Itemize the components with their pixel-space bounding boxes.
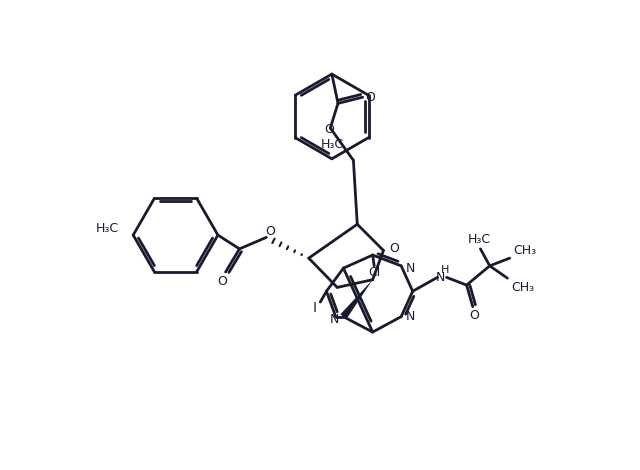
- Text: O: O: [389, 243, 399, 255]
- Text: H₃C: H₃C: [96, 222, 119, 235]
- Polygon shape: [340, 280, 372, 319]
- Text: O: O: [469, 309, 479, 322]
- Text: O: O: [266, 225, 275, 238]
- Text: I: I: [313, 301, 317, 315]
- Text: N: N: [406, 262, 415, 275]
- Text: N: N: [330, 313, 339, 326]
- Text: Cl: Cl: [368, 266, 380, 279]
- Text: N: N: [436, 271, 445, 284]
- Text: O: O: [365, 91, 375, 104]
- Text: H₃C: H₃C: [467, 233, 490, 246]
- Text: N: N: [406, 310, 415, 323]
- Text: H: H: [441, 265, 449, 274]
- Text: O: O: [217, 275, 227, 288]
- Text: CH₃: CH₃: [513, 244, 537, 257]
- Text: H₃C: H₃C: [320, 139, 344, 151]
- Text: O: O: [324, 123, 333, 136]
- Text: CH₃: CH₃: [511, 281, 534, 294]
